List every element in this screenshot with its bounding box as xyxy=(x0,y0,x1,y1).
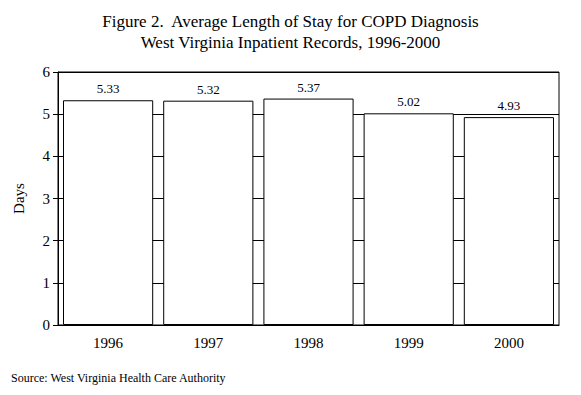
svg-text:3: 3 xyxy=(43,191,51,207)
svg-text:1998: 1998 xyxy=(294,335,324,351)
svg-text:0: 0 xyxy=(43,317,51,333)
svg-text:Days: Days xyxy=(11,183,27,214)
svg-text:5.32: 5.32 xyxy=(197,82,220,97)
svg-text:1996: 1996 xyxy=(93,335,124,351)
svg-text:Figure 2. Average Length of S: Figure 2. Average Length of Stay for COP… xyxy=(102,12,478,31)
svg-text:1: 1 xyxy=(43,275,51,291)
svg-text:4: 4 xyxy=(43,148,51,164)
svg-text:2000: 2000 xyxy=(494,335,524,351)
svg-text:West Virginia Inpatient Record: West Virginia Inpatient Records, 1996-20… xyxy=(141,33,441,52)
svg-text:5.02: 5.02 xyxy=(397,94,420,109)
svg-text:5: 5 xyxy=(43,106,51,122)
svg-text:1999: 1999 xyxy=(394,335,424,351)
svg-text:Source: West Virginia Health C: Source: West Virginia Health Care Author… xyxy=(11,371,226,385)
svg-text:1997: 1997 xyxy=(193,335,224,351)
svg-text:6: 6 xyxy=(43,64,51,80)
svg-text:2: 2 xyxy=(43,233,51,249)
svg-text:4.93: 4.93 xyxy=(498,98,521,113)
svg-text:5.33: 5.33 xyxy=(97,81,120,96)
svg-text:5.37: 5.37 xyxy=(297,80,320,95)
